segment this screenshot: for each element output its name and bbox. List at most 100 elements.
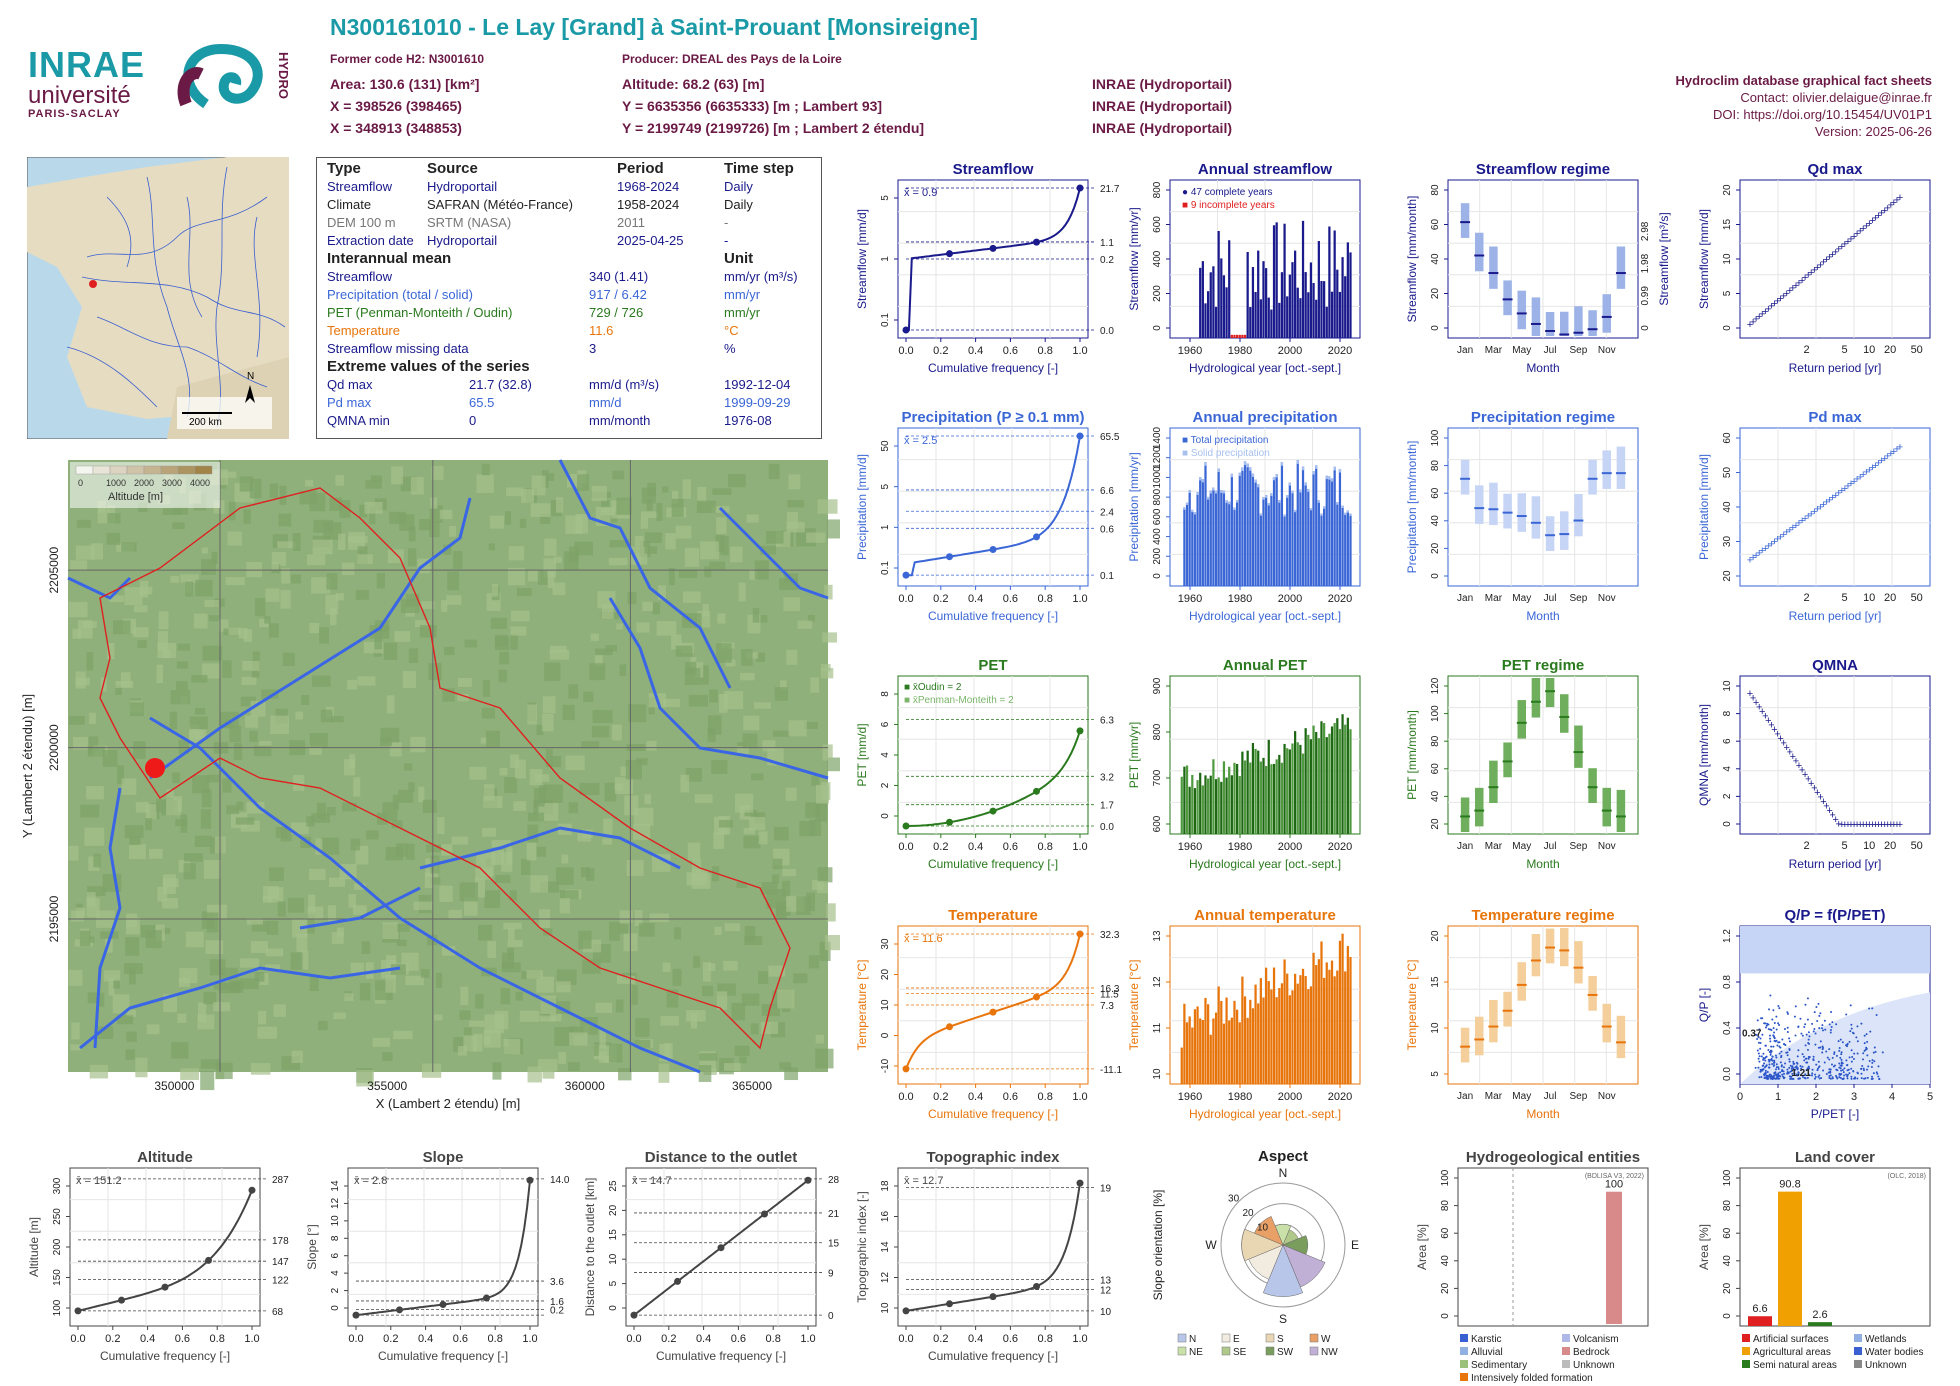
relief-patch <box>265 588 280 602</box>
relief-patch <box>86 886 106 897</box>
y-tick-label: 5 <box>880 195 891 201</box>
annual-bar <box>1304 482 1307 586</box>
scatter-point <box>1778 1052 1781 1055</box>
scatter-point <box>1789 1064 1792 1067</box>
version: Version: 2025-06-26 <box>1814 124 1932 139</box>
legend-swatch <box>1177 1346 1187 1356</box>
scatter-point <box>1871 1059 1874 1062</box>
x-tick-label: 0.2 <box>383 1333 398 1345</box>
rp-point: + <box>1759 545 1765 557</box>
legend-swatch <box>1742 1334 1750 1342</box>
relief-patch <box>228 627 241 636</box>
x-tick-label: 0.0 <box>898 1091 913 1103</box>
relief-patch <box>819 941 831 961</box>
relief-patch <box>765 531 784 544</box>
relief-patch <box>311 577 331 594</box>
relief-patch <box>166 798 181 816</box>
scatter-point <box>1828 1023 1831 1026</box>
relief-patch <box>135 1057 148 1078</box>
scatter-point <box>1799 1017 1802 1020</box>
annual-bar <box>1238 776 1241 834</box>
rp-point: + <box>1845 819 1851 831</box>
relief-patch <box>213 1002 231 1012</box>
x-tick-label: 0.0 <box>70 1333 85 1345</box>
y-tick-label: 4 <box>880 752 891 758</box>
x-tick-label: 0.4 <box>968 1091 983 1103</box>
rp-point: + <box>1878 207 1884 219</box>
rp-point: + <box>1836 487 1842 499</box>
annual-bar <box>1188 1016 1191 1084</box>
relief-patch <box>195 579 213 597</box>
relief-patch <box>822 744 833 761</box>
relief-patch <box>413 901 433 910</box>
annual-bar-light <box>1312 471 1315 475</box>
relief-patch <box>254 597 266 617</box>
y-tick-label: 0 <box>1430 573 1441 579</box>
relief-patch <box>76 519 91 528</box>
relief-patch <box>169 711 178 730</box>
relief-patch <box>796 896 811 915</box>
x-tick-label: 0.0 <box>348 1333 363 1345</box>
relief-patch <box>519 518 527 529</box>
map-y-tick: 2205000 <box>47 546 61 593</box>
relief-patch <box>357 676 376 686</box>
regime-box <box>1545 312 1555 336</box>
annual-bar <box>1230 1017 1233 1084</box>
y-tick-label: 14 <box>880 1241 891 1253</box>
cell-step: - <box>724 215 729 230</box>
legend-total: ■ Total precipitation <box>1182 435 1268 446</box>
chart-title: QMNA <box>1812 657 1858 674</box>
rp-point: + <box>1872 460 1878 472</box>
scatter-point <box>1846 1045 1849 1048</box>
regime-box <box>1588 975 1597 1011</box>
relief-patch <box>682 479 692 499</box>
scatter-point <box>1829 1071 1832 1074</box>
scatter-point <box>1806 1048 1809 1051</box>
relief-patch <box>581 741 600 749</box>
mean-rows: Streamflow 340 (1.41) mm/yr (m³/s) Precipit… <box>327 268 811 358</box>
cell-name: Qd max <box>327 377 373 392</box>
x-tick-label: 0.8 <box>1038 1091 1053 1103</box>
scatter-point <box>1773 1031 1776 1034</box>
scatter-point <box>1806 1061 1809 1064</box>
rp-point: + <box>1888 448 1894 460</box>
annual-bar <box>1283 514 1286 586</box>
relief-patch <box>692 859 702 879</box>
right-tick-label: 1.98 <box>1640 253 1651 273</box>
cell-value: 65.5 <box>469 395 495 410</box>
rp-point: + <box>1869 215 1875 227</box>
relief-patch <box>565 755 585 771</box>
cell-date: 1999-09-29 <box>724 395 791 410</box>
scatter-point <box>1845 1013 1848 1016</box>
scatter-point <box>1818 1014 1821 1017</box>
legend-swatch <box>1460 1334 1468 1342</box>
y-axis-label: Topographic index [-] <box>855 1191 869 1302</box>
relief-patch <box>424 872 434 889</box>
relief-patch <box>240 820 260 832</box>
right-tick-label: -11.1 <box>1100 1065 1122 1076</box>
relief-patch <box>820 668 834 679</box>
x-tick-label: 0.8 <box>1038 593 1053 605</box>
relief-patch <box>771 874 780 884</box>
rp-point: + <box>1854 474 1860 486</box>
x-tick-label: 10 <box>1863 592 1875 604</box>
relief-patch <box>200 1071 215 1091</box>
scatter-point <box>1840 1061 1843 1064</box>
right-tick-label: 12 <box>1100 1286 1112 1297</box>
map-x-label: X (Lambert 2 étendu) [m] <box>376 1096 521 1111</box>
relief-patch <box>170 690 191 705</box>
annual-bar-light <box>1212 487 1215 491</box>
extreme-rows: Qd max 21.7 (32.8) mm/d (m³/s) 1992-12-04 Pd… <box>327 376 811 430</box>
scatter-point <box>1837 1040 1840 1043</box>
scatter-point <box>1757 1041 1760 1044</box>
relief-patch <box>420 969 430 978</box>
relief-patch <box>171 1042 189 1059</box>
y-tick-label: 15 <box>608 1229 619 1241</box>
scatter-point <box>1817 1075 1820 1078</box>
x-tick-label: 0.6 <box>175 1333 190 1345</box>
x-tick-label: 2 <box>1803 840 1809 852</box>
annual-bar-light <box>1233 507 1236 510</box>
relief-patch <box>96 1026 114 1039</box>
